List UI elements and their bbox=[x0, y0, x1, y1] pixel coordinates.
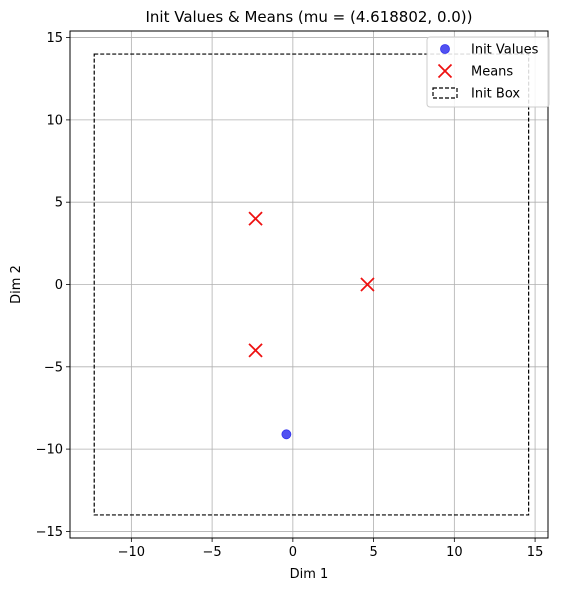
x-tick-label: 15 bbox=[527, 545, 544, 560]
mean-marker bbox=[248, 211, 263, 226]
y-tick-label: −10 bbox=[36, 443, 63, 458]
marker-stroke bbox=[437, 63, 453, 79]
legend-label: Init Values bbox=[471, 43, 539, 58]
init-value-point bbox=[281, 429, 292, 440]
mean-marker bbox=[248, 343, 263, 358]
mean-marker bbox=[360, 277, 375, 292]
marks-layer bbox=[248, 211, 375, 440]
x-tick-label: −5 bbox=[203, 545, 222, 560]
marker-stroke bbox=[248, 211, 263, 226]
legend-swatch-init-values bbox=[440, 44, 450, 54]
marker-stroke bbox=[360, 277, 375, 292]
x-tick-label: 0 bbox=[289, 545, 297, 560]
legend-swatch-init-box bbox=[432, 87, 458, 99]
init-box-layer bbox=[93, 53, 530, 516]
legend-swatch-means bbox=[437, 63, 453, 79]
y-tick-label: 5 bbox=[55, 196, 63, 211]
y-tick-label: −5 bbox=[44, 360, 63, 375]
ticks: −10 −5 0 5 10 15 −15 −10 −5 0 5 10 15 bbox=[36, 31, 544, 560]
legend-label: Means bbox=[471, 65, 513, 80]
marker-stroke bbox=[248, 343, 263, 358]
y-tick-label: −15 bbox=[36, 525, 63, 540]
legend-label: Init Box bbox=[471, 87, 520, 102]
x-tick-label: 10 bbox=[446, 545, 463, 560]
x-tick-label: 5 bbox=[369, 545, 377, 560]
y-tick-label: 15 bbox=[46, 31, 63, 46]
init-box bbox=[93, 53, 530, 516]
y-tick-label: 10 bbox=[46, 113, 63, 128]
x-axis-label: Dim 1 bbox=[290, 567, 329, 582]
chart-title: Init Values & Means (mu = (4.618802, 0.0… bbox=[145, 8, 472, 26]
legend: Init Values Means Init Box bbox=[426, 36, 550, 108]
x-tick-label: −10 bbox=[118, 545, 145, 560]
y-tick-label: 0 bbox=[55, 278, 63, 293]
y-axis-label: Dim 2 bbox=[9, 265, 24, 304]
